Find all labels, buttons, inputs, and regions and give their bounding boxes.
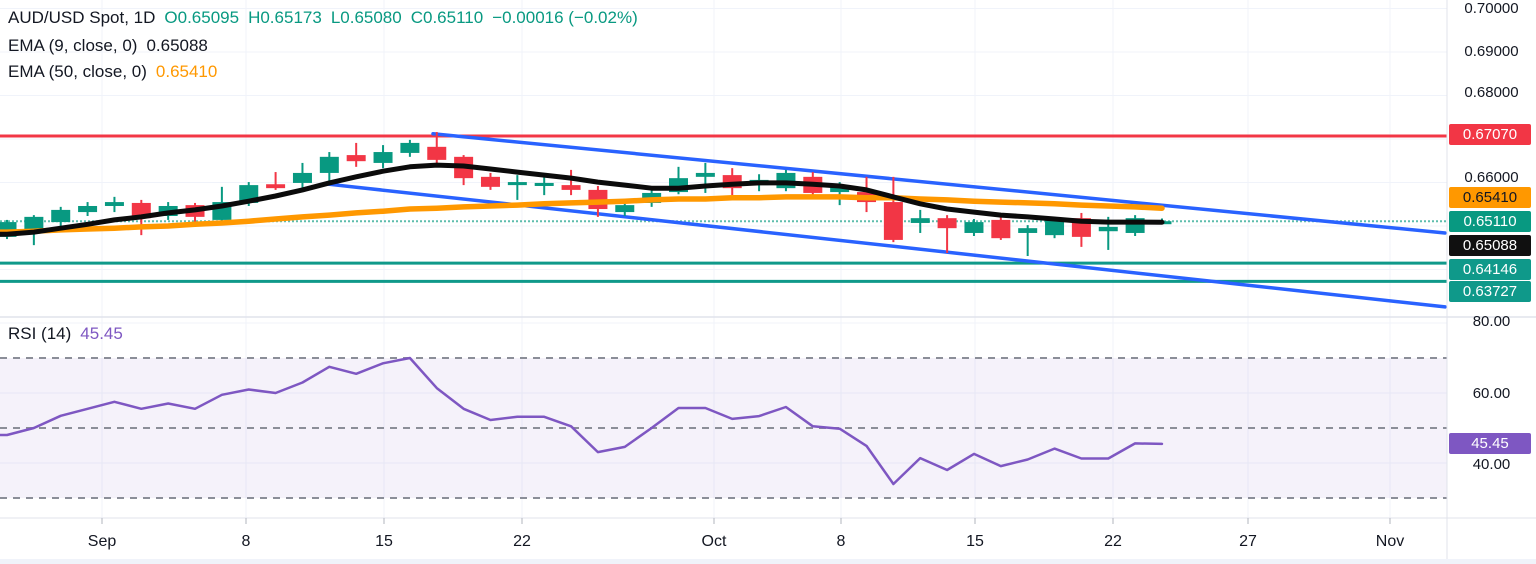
ohlc-change: −0.00016 (−0.02%): [492, 8, 638, 27]
axis-price-label: 80.00: [1472, 313, 1511, 330]
channel-upper-trendline[interactable]: [431, 132, 1447, 235]
candle-down[interactable]: [937, 218, 957, 229]
axis-price-badge[interactable]: 0.65110: [1449, 210, 1531, 232]
candle-up[interactable]: [910, 218, 930, 223]
candle-down[interactable]: [480, 176, 500, 187]
ema50-label[interactable]: EMA (50, close, 0): [8, 62, 147, 81]
axis-time-label[interactable]: 15: [375, 533, 393, 550]
axis-price-badge[interactable]: 0.65410: [1449, 186, 1531, 208]
candle-down[interactable]: [346, 155, 366, 162]
ema50-line[interactable]: [0, 194, 1165, 235]
axis-price-label: 60.00: [1472, 385, 1511, 402]
rsi-legend: RSI (14) 45.45: [8, 324, 132, 344]
axis-time-label[interactable]: Nov: [1375, 533, 1405, 550]
candle-up[interactable]: [1098, 226, 1118, 232]
ohlc-high: H0.65173: [248, 8, 322, 27]
rsi-value: 45.45: [80, 324, 123, 343]
ohlc-close: C0.65110: [410, 8, 484, 27]
candle-down[interactable]: [266, 184, 286, 189]
axis-price-label: 0.66000: [1464, 169, 1519, 186]
axis-price-label: 40.00: [1472, 456, 1511, 473]
axis-price-badge[interactable]: 0.65088: [1449, 234, 1531, 256]
axis-price-badge[interactable]: 45.45: [1449, 432, 1531, 454]
candle-up[interactable]: [507, 182, 527, 186]
axis-price-badge[interactable]: 0.63727: [1449, 280, 1531, 302]
candle-up[interactable]: [78, 205, 98, 213]
candle-up[interactable]: [51, 209, 71, 223]
axis-time-label[interactable]: Sep: [87, 533, 117, 550]
axis-time-label[interactable]: 8: [241, 533, 251, 550]
axis-price-badge[interactable]: 0.67070: [1449, 123, 1531, 145]
ema9-line[interactable]: [0, 162, 1165, 237]
axis-time-label[interactable]: Oct: [701, 533, 727, 550]
price-axis[interactable]: 0.70000 0.69000 0.68000 0.66000 80.00 60.00 40…: [1447, 0, 1536, 564]
candle-down[interactable]: [561, 185, 581, 190]
bottom-strip: [0, 559, 1536, 564]
ema50-legend: EMA (50, close, 0) 0.65410: [8, 62, 226, 82]
rsi-line[interactable]: [0, 356, 1164, 486]
candle-up[interactable]: [695, 172, 715, 177]
ohlc-low: L0.65080: [330, 8, 402, 27]
axis-time-label[interactable]: 15: [966, 533, 984, 550]
axis-time-label[interactable]: 22: [1104, 533, 1122, 550]
candle-up[interactable]: [964, 222, 984, 233]
axis-price-label: 0.70000: [1464, 0, 1519, 17]
rsi-band: [0, 358, 1447, 498]
candle-up[interactable]: [615, 205, 635, 213]
candle-up[interactable]: [830, 186, 850, 193]
candle-up[interactable]: [292, 172, 312, 183]
axis-price-badge[interactable]: 0.64146: [1449, 258, 1531, 280]
axis-time-label[interactable]: 27: [1239, 533, 1257, 550]
candle-up[interactable]: [534, 182, 554, 186]
ema9-value: 0.65088: [146, 36, 208, 55]
time-axis[interactable]: Sep 8 15 22 Oct 8 15 22 27 Nov: [0, 526, 1447, 562]
candle-up[interactable]: [1018, 228, 1038, 233]
candle-up[interactable]: [373, 152, 393, 163]
candle-up[interactable]: [1045, 219, 1065, 236]
candle-up[interactable]: [400, 142, 420, 153]
axis-time-label[interactable]: 8: [836, 533, 846, 550]
candle-up[interactable]: [319, 156, 339, 173]
axis-time-label[interactable]: 22: [513, 533, 531, 550]
ema9-label[interactable]: EMA (9, close, 0): [8, 36, 138, 55]
axis-price-label: 0.69000: [1464, 43, 1519, 60]
rsi-label[interactable]: RSI (14): [8, 324, 72, 343]
ohlc-open: O0.65095: [164, 8, 240, 27]
axis-price-label: 0.68000: [1464, 84, 1519, 101]
candle-down[interactable]: [883, 202, 903, 240]
candle-down[interactable]: [991, 219, 1011, 239]
candle-up[interactable]: [104, 202, 124, 206]
symbol-title[interactable]: AUD/USD Spot, 1D: [8, 8, 156, 27]
symbol-legend: AUD/USD Spot, 1D O0.65095 H0.65173 L0.65080…: [8, 8, 647, 28]
candle-down[interactable]: [427, 146, 447, 160]
ema50-value: 0.65410: [155, 62, 218, 81]
ema9-legend: EMA (9, close, 0) 0.65088: [8, 36, 217, 56]
